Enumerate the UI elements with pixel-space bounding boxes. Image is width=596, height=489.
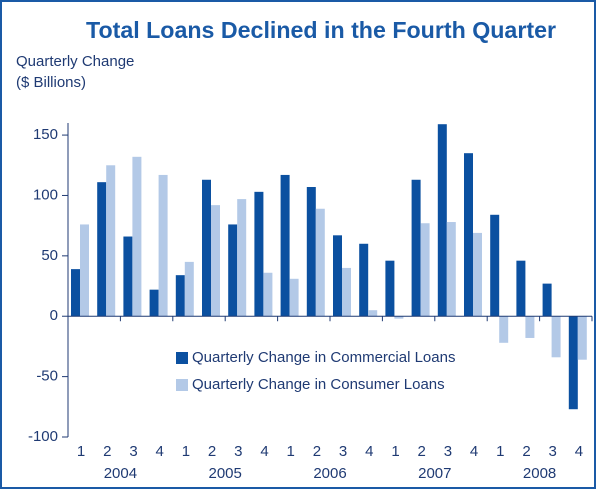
year-label: 2008: [523, 465, 556, 482]
bar: [437, 124, 447, 317]
x-tick-label: 2: [103, 443, 111, 460]
bar: [333, 235, 342, 317]
bar: [80, 224, 89, 317]
bar: [490, 214, 500, 317]
x-tick-label: 1: [391, 443, 399, 460]
x-tick-label: 3: [444, 443, 452, 460]
bar: [132, 156, 142, 317]
bar: [516, 260, 526, 317]
bar: [280, 174, 290, 317]
bar: [175, 275, 185, 317]
y-tick-label: 100: [33, 186, 58, 203]
bar: [464, 153, 473, 317]
bar: [263, 272, 273, 317]
bar: [228, 224, 238, 317]
year-label: 2004: [104, 465, 137, 482]
bar: [385, 260, 395, 317]
y-axis-label: ($ Billions): [16, 74, 86, 91]
x-tick-label: 2: [522, 443, 530, 460]
bar: [368, 310, 378, 317]
bar: [542, 283, 552, 317]
legend-swatch: [176, 352, 188, 364]
bar: [289, 278, 299, 317]
y-tick-label: -50: [36, 368, 58, 385]
bar: [446, 222, 456, 317]
bar: [254, 191, 264, 317]
x-tick-label: 1: [496, 443, 504, 460]
y-axis-label: Quarterly Change: [16, 53, 134, 70]
bar: [71, 269, 80, 317]
bar: [202, 179, 211, 317]
x-tick-label: 3: [549, 443, 557, 460]
year-label: 2006: [313, 465, 346, 482]
x-tick-label: 1: [182, 443, 190, 460]
x-tick-label: 4: [575, 443, 583, 460]
year-label: 2007: [418, 465, 451, 482]
bar: [184, 261, 194, 317]
x-tick-label: 4: [260, 443, 268, 460]
x-tick-label: 4: [470, 443, 478, 460]
x-tick-label: 4: [365, 443, 373, 460]
bar: [149, 289, 159, 317]
x-tick-label: 1: [77, 443, 85, 460]
bar: [211, 205, 220, 317]
bar: [315, 208, 325, 317]
bar: [97, 182, 107, 317]
bar: [411, 179, 421, 317]
x-tick-label: 1: [287, 443, 295, 460]
x-tick-label: 2: [208, 443, 216, 460]
bar: [158, 174, 168, 317]
bar: [359, 243, 369, 317]
bar: [394, 316, 404, 319]
bar: [577, 316, 587, 360]
y-tick-label: -100: [28, 428, 58, 445]
year-label: 2005: [209, 465, 242, 482]
bar: [342, 267, 351, 317]
bar: [473, 232, 482, 317]
legend-label: Quarterly Change in Commercial Loans: [192, 349, 455, 366]
x-tick-label: 2: [313, 443, 321, 460]
bar: [551, 316, 561, 358]
legend-swatch: [176, 379, 188, 391]
x-tick-label: 3: [339, 443, 347, 460]
y-tick-label: 150: [33, 126, 58, 143]
bar: [525, 316, 535, 338]
x-tick-label: 4: [156, 443, 164, 460]
bar: [106, 165, 116, 317]
bar: [568, 316, 578, 410]
y-tick-label: 0: [50, 307, 58, 324]
x-tick-label: 3: [129, 443, 137, 460]
bar: [499, 316, 509, 343]
chart-title: Total Loans Declined in the Fourth Quart…: [86, 17, 556, 43]
legend-label: Quarterly Change in Consumer Loans: [192, 376, 445, 393]
bar: [123, 236, 133, 317]
y-tick-label: 50: [41, 247, 58, 264]
bar: [237, 199, 247, 317]
bar: [420, 223, 430, 317]
x-tick-label: 2: [418, 443, 426, 460]
x-tick-label: 3: [234, 443, 242, 460]
bar: [306, 187, 316, 317]
